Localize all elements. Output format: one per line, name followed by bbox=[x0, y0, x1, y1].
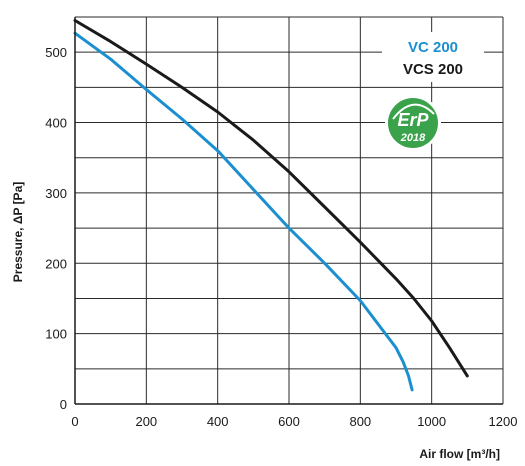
axes bbox=[74, 17, 503, 405]
legend: VC 200 VCS 200 bbox=[382, 32, 484, 82]
series-lines bbox=[73, 19, 469, 392]
series-line-vc-200 bbox=[73, 31, 414, 392]
x-tick-label: 1200 bbox=[489, 414, 518, 429]
erp-badge-text: ErP bbox=[397, 110, 429, 130]
x-tick-label: 0 bbox=[71, 414, 78, 429]
erp-badge-year: 2018 bbox=[400, 132, 426, 144]
x-tick-label: 600 bbox=[278, 414, 300, 429]
y-tick-label: 100 bbox=[45, 327, 67, 342]
y-tick-label: 500 bbox=[45, 45, 67, 60]
x-tick-label: 800 bbox=[349, 414, 371, 429]
y-tick-label: 0 bbox=[60, 397, 67, 412]
y-tick-label: 200 bbox=[45, 256, 67, 271]
x-tick-label: 1000 bbox=[417, 414, 446, 429]
tick-labels: 0 200 400 600 800 1000 1200 0 100 200 300 400 500 bbox=[45, 45, 517, 429]
y-tick-label: 400 bbox=[45, 116, 67, 131]
y-tick-label: 300 bbox=[45, 186, 67, 201]
erp-badge-leaf-icon bbox=[392, 103, 435, 120]
y-axis-title: Pressure, ΔP [Pa] bbox=[11, 182, 25, 282]
x-tick-label: 400 bbox=[207, 414, 229, 429]
x-axis-title: Air flow [m³/h] bbox=[419, 447, 500, 461]
legend-label-vc-200: VC 200 bbox=[408, 39, 458, 56]
legend-background bbox=[382, 32, 484, 82]
erp-2018-badge: ErP 2018 bbox=[385, 95, 441, 151]
series-line-vcs-200 bbox=[73, 19, 469, 378]
x-tick-label: 200 bbox=[135, 414, 157, 429]
legend-label-vcs-200: VCS 200 bbox=[403, 61, 463, 78]
